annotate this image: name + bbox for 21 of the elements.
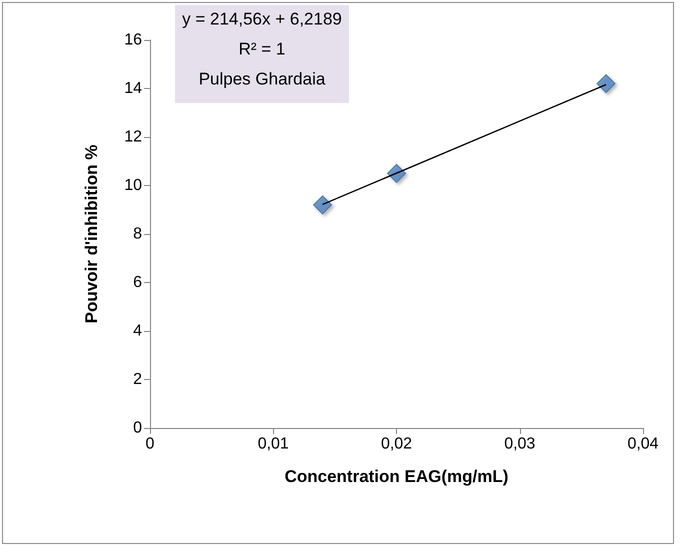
y-tick-label: 0: [133, 420, 142, 436]
point: [596, 74, 616, 94]
point: [313, 195, 332, 214]
y-tick-label: 16: [124, 32, 142, 48]
x-tick-label: 0,04: [627, 436, 659, 452]
x-tick-label: 0,02: [380, 436, 412, 452]
text: y = 214,56x + 6,2189: [182, 10, 342, 28]
y-tick-label: 10: [124, 177, 142, 194]
annotation: R² = 1: [238, 40, 286, 58]
annotation: Pulpes Ghardaia: [198, 70, 326, 88]
x-tick-label: 0,03: [504, 436, 536, 452]
x-tick-label: 0: [146, 436, 155, 452]
y-tick-label: 6: [133, 274, 142, 291]
y-tick-label: 2: [133, 371, 142, 388]
x-tick-label: 0,01: [258, 436, 289, 452]
y-tick-label: 4: [133, 322, 142, 340]
y-axis-title: Pouvoir d'inhibition %: [82, 144, 101, 324]
y-tick-label: 14: [124, 80, 142, 97]
y-tick-label: 12: [124, 128, 142, 146]
y-tick-label: 8: [133, 226, 142, 242]
x-axis-title: Concentration EAG(mg/mL): [284, 467, 508, 486]
